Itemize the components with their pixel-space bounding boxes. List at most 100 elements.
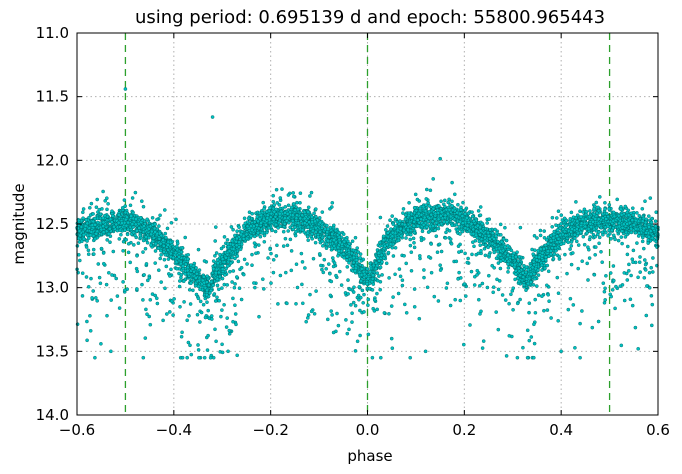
data-point [403, 217, 408, 221]
data-point [485, 221, 490, 225]
data-point [285, 212, 290, 216]
data-point [532, 271, 537, 276]
data-point [77, 229, 82, 233]
data-point [655, 236, 660, 241]
data-point [205, 274, 209, 279]
data-point [207, 291, 212, 295]
data-point [162, 257, 167, 262]
data-point [197, 268, 202, 272]
chart-title: using period: 0.695139 d and epoch: 5580… [135, 7, 605, 28]
data-point [351, 255, 356, 260]
data-point [224, 255, 228, 260]
data-point [402, 222, 407, 227]
data-point [439, 199, 443, 204]
data-point [213, 263, 217, 268]
data-point [365, 267, 370, 271]
data-point [600, 230, 605, 235]
data-point [551, 232, 556, 237]
data-point [126, 227, 131, 232]
data-point [157, 236, 162, 241]
data-point [78, 233, 82, 238]
data-point [465, 223, 470, 228]
data-point [135, 228, 139, 233]
data-point [260, 231, 265, 235]
data-point [427, 204, 432, 208]
data-point [174, 260, 179, 265]
data-point [161, 238, 165, 242]
data-point [175, 241, 180, 246]
data-point [85, 239, 89, 243]
data-point [631, 213, 636, 217]
data-point [501, 248, 506, 253]
data-point [517, 269, 522, 274]
data-point [235, 229, 239, 233]
data-point [393, 225, 398, 230]
data-point [637, 231, 641, 235]
data-point [336, 245, 340, 250]
data-point [336, 253, 340, 258]
data-point [327, 235, 332, 239]
data-point [422, 215, 427, 220]
data-point [317, 215, 322, 220]
data-point [290, 213, 295, 217]
data-point [564, 223, 569, 228]
data-point [235, 254, 239, 259]
data-point [145, 217, 149, 222]
data-point [426, 219, 431, 224]
data-point [256, 230, 260, 235]
data-point [307, 220, 311, 224]
data-point [378, 240, 382, 245]
data-point [476, 209, 481, 213]
data-point [584, 209, 589, 214]
data-point [404, 236, 408, 240]
data-point [521, 275, 526, 279]
data-point [588, 209, 592, 213]
data-point [295, 213, 299, 218]
data-point [239, 242, 244, 247]
data-point [401, 228, 406, 233]
data-point [368, 261, 373, 266]
data-point [108, 217, 113, 222]
data-point [164, 235, 168, 240]
data-point [593, 234, 598, 239]
data-point [112, 224, 116, 229]
data-point [300, 213, 305, 218]
data-point [446, 200, 451, 205]
data-point [638, 225, 643, 230]
data-point [569, 243, 574, 248]
data-point [527, 276, 532, 281]
data-point [557, 240, 562, 244]
data-point [587, 214, 592, 219]
data-point [125, 232, 130, 237]
data-point [589, 225, 594, 229]
data-point [272, 203, 277, 207]
data-point [191, 288, 195, 293]
data-point [461, 200, 465, 205]
data-point [427, 216, 432, 221]
data-point [249, 224, 253, 228]
data-point [592, 212, 597, 217]
data-point [622, 222, 626, 227]
data-point [101, 230, 106, 234]
data-point [288, 225, 293, 230]
data-point [341, 252, 346, 256]
data-point [180, 245, 185, 250]
data-point [293, 225, 298, 230]
data-point [278, 218, 282, 223]
data-point [450, 223, 455, 228]
data-point [183, 272, 188, 276]
data-point [586, 227, 591, 231]
data-point [350, 264, 355, 268]
data-point [533, 276, 537, 281]
data-point [325, 223, 329, 228]
data-point [286, 203, 291, 208]
data-point [81, 207, 86, 211]
data-point [581, 234, 586, 239]
data-point [269, 211, 274, 216]
data-point [454, 214, 459, 219]
data-point [435, 208, 440, 213]
data-point [325, 230, 330, 234]
data-point [383, 227, 388, 232]
data-point [227, 249, 232, 253]
